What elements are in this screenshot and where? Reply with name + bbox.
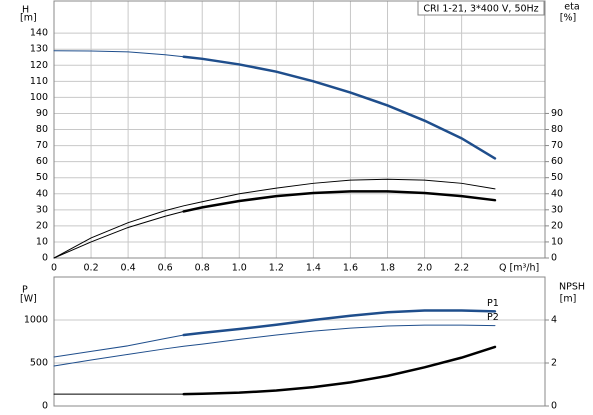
x-tick-label: 0.4 [121,263,136,274]
series-line [182,190,497,213]
series-label: P2 [487,312,499,323]
y-tick-label: 20 [36,220,48,231]
series-line [53,334,185,358]
y-tick-label: 10 [36,236,48,247]
y-tick-label: 120 [30,60,48,71]
y-axis-label: H [22,5,29,16]
y-tick-label: 0 [42,401,48,412]
chart-title: CRI 1-21, 3*400 V, 50Hz [423,4,538,15]
y-tick-label: 0 [42,253,48,264]
title-box [417,0,545,16]
y-tick-label: 140 [30,28,48,39]
y-axis-unit: [m] [20,13,37,24]
series-line [53,210,185,259]
y2-tick-label: 0 [551,253,557,264]
y-tick-label: 110 [30,76,48,87]
x-tick-label: 0.8 [195,263,210,274]
y2-tick-label: 0 [551,401,557,412]
x-tick-label: 2.0 [417,263,432,274]
series-line [182,309,497,337]
y2-tick-label: 60 [551,156,563,167]
y-tick-label: 130 [30,44,48,55]
y-tick-label: 30 [36,204,48,215]
y2-tick-label: 20 [551,220,563,231]
x-tick-label: 2.2 [454,263,469,274]
y-axis-label: P [22,285,28,296]
y2-tick-label: 70 [551,140,563,151]
x-tick-label: 1.0 [232,263,247,274]
y2-tick-label: 50 [551,172,563,183]
y-tick-label: 500 [30,358,48,369]
y-tick-label: 60 [36,156,48,167]
y-tick-label: 1000 [24,315,48,326]
x-tick-label: 0.6 [158,263,173,274]
y2-axis-label: NPSH [559,282,585,293]
x-tick-label: 1.8 [380,263,395,274]
y2-axis-unit: [%] [560,13,576,24]
y2-axis-unit: [m] [560,294,577,305]
y2-tick-label: 2 [551,358,557,369]
y-tick-label: 70 [36,140,48,151]
plot-frame [53,0,546,259]
y-tick-label: 40 [36,188,48,199]
y-tick-label: 100 [30,92,48,103]
y2-tick-label: 4 [551,315,557,326]
series-line [182,345,497,396]
y2-tick-label: 80 [551,124,563,135]
series-label: P1 [487,298,499,309]
x-axis-label: Q [m³/h] [499,263,539,274]
x-tick-label: 1.2 [269,263,284,274]
x-tick-label: 0 [51,263,57,274]
series-line [182,55,497,160]
y2-tick-label: 10 [551,236,563,247]
y-axis-unit: [W] [20,294,37,305]
y-tick-label: 90 [36,108,48,119]
y-tick-label: 50 [36,172,48,183]
y2-tick-label: 30 [551,204,563,215]
x-tick-label: 1.6 [343,263,358,274]
plot-frame [53,276,546,407]
x-tick-label: 1.4 [306,263,321,274]
series-line [53,178,496,259]
y-tick-label: 80 [36,124,48,135]
y2-tick-label: 90 [551,108,563,119]
y2-tick-label: 40 [551,188,563,199]
y2-axis-label: eta [564,2,579,13]
x-tick-label: 0.2 [84,263,99,274]
series-line [53,50,185,58]
series-line [53,324,496,367]
